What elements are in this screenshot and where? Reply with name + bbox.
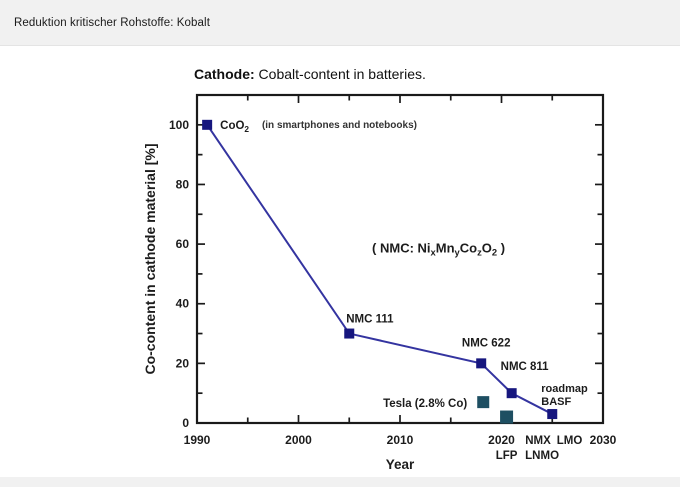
x-tick-label: 1990 <box>184 433 211 447</box>
x-axis-title: Year <box>386 457 415 472</box>
x-material-label: LNMO <box>525 450 559 462</box>
y-axis-title: Co-content in cathode material [%] <box>142 143 158 374</box>
text-run: 2 <box>244 124 249 134</box>
y-tick-label: 0 <box>182 416 189 430</box>
text-run: Tesla (2.8% Co) <box>383 398 467 410</box>
text-run: Mn <box>436 241 455 256</box>
point-label: Tesla (2.8% Co) <box>383 398 467 410</box>
point-label: BASF <box>541 396 571 408</box>
bottom-strip <box>0 477 680 487</box>
point-label: NMC 811 <box>501 361 550 373</box>
text-run: (in smartphones and notebooks) <box>262 120 417 131</box>
y-tick-label: 40 <box>176 297 190 311</box>
text-run: x <box>431 247 437 258</box>
chart-title-rest: Cobalt-content in batteries. <box>254 66 426 82</box>
y-tick-label: 20 <box>176 356 190 370</box>
x-tick-label: 2020 <box>488 433 515 447</box>
text-run: NMC 811 <box>501 361 550 373</box>
text-run: CoO <box>220 120 244 132</box>
point-label: NMC 111 <box>346 314 394 326</box>
slide-header-bar: Reduktion kritischer Rohstoffe: Kobalt <box>0 0 680 46</box>
x-material-label: NMX <box>525 435 551 447</box>
x-tick-label: 2010 <box>387 433 414 447</box>
text-run: z <box>477 247 482 258</box>
x-material-label: LMO <box>557 435 583 447</box>
data-point-marker <box>344 328 355 339</box>
text-run: roadmap <box>541 383 588 395</box>
y-tick-label: 100 <box>169 118 189 132</box>
chart-annotation: (in smartphones and notebooks) <box>262 120 417 131</box>
slide-header-title: Reduktion kritischer Rohstoffe: Kobalt <box>14 16 210 29</box>
point-label: roadmap <box>541 383 588 395</box>
text-run: O <box>482 241 492 256</box>
text-run: NMC 622 <box>462 337 511 349</box>
text-run: 2 <box>492 247 497 258</box>
point-label: NMC 622 <box>462 337 511 349</box>
y-tick-label: 80 <box>176 177 190 191</box>
data-point-marker <box>476 358 487 369</box>
text-run: NMC 111 <box>346 314 394 326</box>
x-tick-label: 2000 <box>285 433 312 447</box>
text-run: BASF <box>541 396 571 408</box>
text-run: ( NMC: Ni <box>372 241 431 256</box>
plot-frame <box>195 93 605 425</box>
chart-title: Cathode: Cobalt-content in batteries. <box>194 66 426 82</box>
x-material-label: LFP <box>496 450 518 462</box>
data-point-marker <box>506 388 517 399</box>
chart-title-bold: Cathode: <box>194 66 255 82</box>
text-run: ) <box>497 241 505 256</box>
data-point-marker <box>477 396 490 409</box>
x-tick-label: 2030 <box>590 433 617 447</box>
y-tick-label: 60 <box>176 237 190 251</box>
text-run: y <box>455 247 461 258</box>
data-point-marker <box>202 119 213 130</box>
chart-annotation: ( NMC: NixMnyCozO2 ) <box>372 241 505 258</box>
text-run: Co <box>460 241 477 256</box>
data-point-marker <box>500 410 514 424</box>
point-label: CoO2 <box>220 120 249 134</box>
data-point-marker <box>547 409 558 420</box>
